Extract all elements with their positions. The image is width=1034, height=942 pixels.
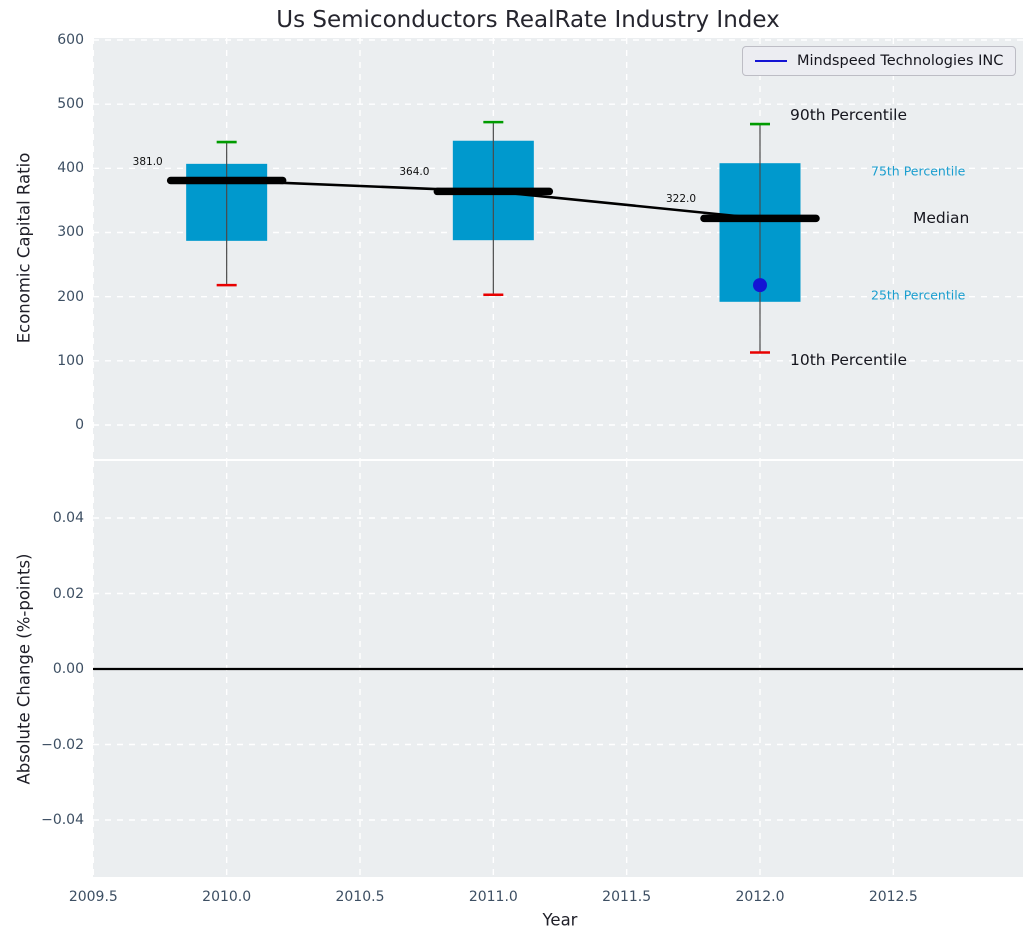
top-y-tick-label: 300 — [57, 224, 84, 241]
bottom-y-tick-label: −0.02 — [41, 736, 84, 753]
median-value-label: 381.0 — [132, 155, 163, 168]
legend-entry-label: Mindspeed Technologies INC — [797, 53, 1004, 69]
x-tick-label: 2011.5 — [602, 889, 652, 905]
annotation-90th-percentile: 90th Percentile — [790, 106, 908, 125]
annotation-10th-percentile: 10th Percentile — [790, 351, 908, 370]
bottom-y-tick-label: 0.04 — [52, 510, 84, 526]
annotation-25th-percentile: 25th Percentile — [871, 287, 966, 303]
x-tick-label: 2010.5 — [335, 889, 385, 905]
bottom-y-axis-label: Absolute Change (%-points) — [14, 553, 34, 785]
top-plot-area — [93, 38, 1023, 459]
x-tick-label: 2011.0 — [468, 889, 518, 905]
x-tick-label: 2009.5 — [68, 889, 118, 905]
legend-line-swatch-icon — [755, 60, 787, 62]
x-tick-label: 2010.0 — [202, 889, 252, 905]
annotation-median: Median — [913, 209, 970, 228]
x-axis-label: Year — [542, 910, 578, 930]
top-y-tick-label: 200 — [57, 288, 84, 305]
top-y-axis-label: Economic Capital Ratio — [14, 152, 34, 344]
median-value-label: 322.0 — [665, 193, 697, 206]
bottom-y-tick-label: −0.04 — [41, 812, 84, 828]
top-y-tick-label: 600 — [57, 31, 84, 48]
top-y-tick-label: 0 — [75, 417, 84, 433]
top-y-tick-label: 100 — [57, 352, 84, 369]
bottom-y-tick-label: 0.00 — [52, 661, 84, 677]
median-value-label: 364.0 — [399, 166, 430, 179]
bottom-plot-area — [93, 461, 1023, 877]
x-tick-label: 2012.0 — [735, 889, 785, 905]
bottom-y-tick-label: 0.02 — [52, 585, 84, 602]
x-tick-label: 2012.5 — [868, 889, 918, 905]
chart-title: Us Semiconductors RealRate Industry Inde… — [276, 7, 780, 33]
top-y-tick-label: 500 — [57, 96, 84, 113]
top-y-tick-label: 400 — [57, 160, 84, 177]
annotation-75th-percentile: 75th Percentile — [871, 163, 966, 179]
legend[interactable]: Mindspeed Technologies INC — [742, 46, 1017, 76]
